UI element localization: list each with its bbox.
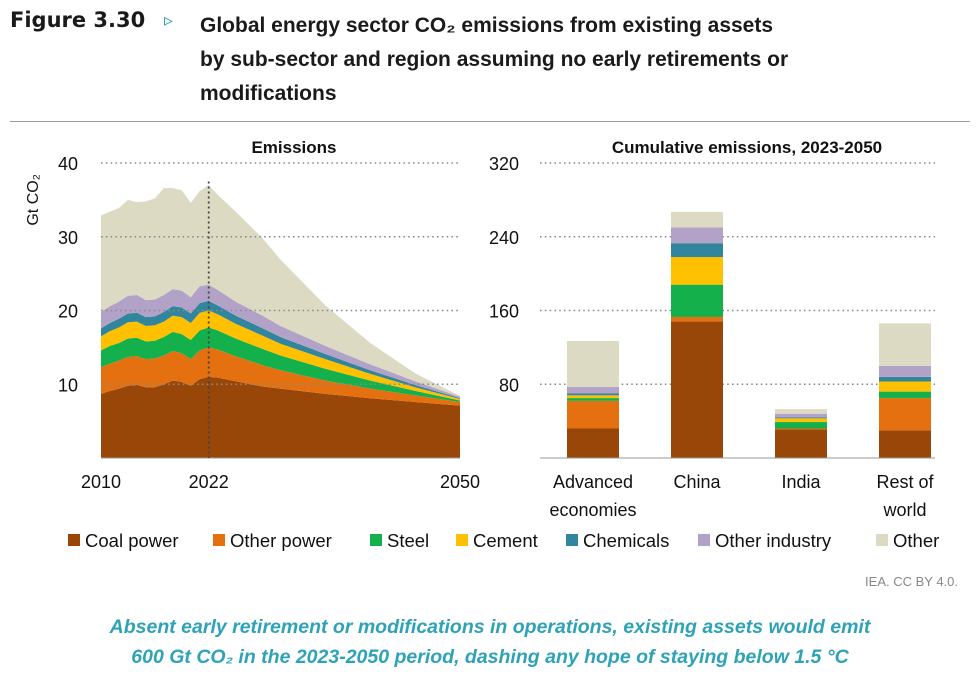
cumulative-y-tick-label: 160 bbox=[489, 302, 519, 322]
area-series-other-industry bbox=[101, 284, 460, 399]
figure-arrow-icon: ▹ bbox=[164, 10, 174, 30]
bar-rest-of-world-cement bbox=[879, 381, 931, 392]
area-series-other bbox=[101, 185, 460, 397]
figure-label: Figure 3.30 bbox=[10, 8, 146, 32]
bar-rest-of-world-coal-power bbox=[879, 430, 931, 458]
bar-india-steel bbox=[775, 422, 827, 429]
bar-advanced-economies-other bbox=[567, 340, 619, 388]
legend-label-cement: Cement bbox=[473, 530, 538, 551]
bar-china-steel bbox=[671, 284, 723, 317]
emissions-y-tick-label: 20 bbox=[58, 302, 78, 322]
area-series-chemicals bbox=[101, 300, 460, 399]
bar-advanced-economies-other-industry bbox=[567, 387, 619, 394]
bar-india-cement bbox=[775, 418, 827, 423]
bar-india-chemicals bbox=[775, 417, 827, 419]
bar-category-label: world bbox=[882, 500, 926, 520]
legend-label-coal-power: Coal power bbox=[85, 530, 179, 551]
bar-advanced-economies-other-power bbox=[567, 400, 619, 429]
bar-china-other-power bbox=[671, 316, 723, 322]
figure-title-line: Global energy sector CO₂ emissions from … bbox=[200, 14, 774, 37]
legend-swatch-other-industry bbox=[698, 534, 710, 546]
bar-india-other-industry bbox=[775, 413, 827, 418]
legend-label-other-power: Other power bbox=[230, 530, 332, 551]
cumulative-y-tick-label: 240 bbox=[489, 228, 519, 248]
cumulative-chart-title: Cumulative emissions, 2023-2050 bbox=[612, 138, 882, 157]
legend-swatch-chemicals bbox=[566, 534, 578, 546]
legend-swatch-other bbox=[876, 534, 888, 546]
bar-rest-of-world-other-power bbox=[879, 398, 931, 431]
bar-china-other bbox=[671, 211, 723, 228]
bar-india-other bbox=[775, 409, 827, 414]
source-note: IEA. CC BY 4.0. bbox=[865, 574, 958, 589]
area-series-cement bbox=[101, 310, 460, 401]
bar-china-other-industry bbox=[671, 227, 723, 244]
legend-swatch-steel bbox=[370, 534, 382, 546]
bar-category-label: China bbox=[673, 472, 721, 492]
bar-rest-of-world-other bbox=[879, 323, 931, 366]
bar-advanced-economies-chemicals bbox=[567, 393, 619, 396]
caption-line: Absent early retirement or modifications… bbox=[109, 616, 871, 638]
bar-category-label: Rest of bbox=[876, 472, 934, 492]
emissions-y-tick-label: 40 bbox=[58, 154, 78, 174]
legend-swatch-cement bbox=[456, 534, 468, 546]
bar-china-cement bbox=[671, 257, 723, 285]
figure-caption: Absent early retirement or modifications… bbox=[0, 612, 980, 672]
caption-line: 600 Gt CO₂ in the 2023-2050 period, dash… bbox=[131, 646, 849, 668]
legend-label-chemicals: Chemicals bbox=[583, 530, 669, 551]
emissions-x-tick-label: 2050 bbox=[440, 472, 480, 492]
emissions-chart-title: Emissions bbox=[251, 138, 336, 157]
bar-rest-of-world-other-industry bbox=[879, 365, 931, 377]
bar-advanced-economies-coal-power bbox=[567, 428, 619, 458]
bar-china-chemicals bbox=[671, 243, 723, 258]
area-series-other-power bbox=[101, 347, 460, 406]
bar-china-coal-power bbox=[671, 321, 723, 458]
legend-label-other-industry: Other industry bbox=[715, 530, 832, 551]
cumulative-y-tick-label: 80 bbox=[499, 375, 519, 395]
figure-title-line: by sub-sector and region assuming no ear… bbox=[200, 48, 789, 71]
bar-rest-of-world-chemicals bbox=[879, 376, 931, 382]
emissions-y-tick-label: 30 bbox=[58, 228, 78, 248]
figure-header: Figure 3.30 ▹ Global energy sector CO₂ e… bbox=[10, 6, 970, 116]
emissions-y-axis-label: Gt CO₂ bbox=[25, 174, 42, 226]
legend-swatch-coal-power bbox=[68, 534, 80, 546]
bar-india-coal-power bbox=[775, 429, 827, 458]
area-series-coal-power bbox=[101, 376, 460, 458]
bar-category-label: Advanced bbox=[553, 472, 633, 492]
bar-category-label: economies bbox=[549, 500, 636, 520]
legend-label-other: Other bbox=[893, 530, 939, 551]
bar-advanced-economies-steel bbox=[567, 398, 619, 401]
legend-swatch-other-power bbox=[213, 534, 225, 546]
emissions-x-tick-label: 2010 bbox=[81, 472, 121, 492]
area-series-steel bbox=[101, 327, 460, 402]
emissions-y-tick-label: 10 bbox=[58, 375, 78, 395]
bar-category-label: India bbox=[781, 472, 821, 492]
bar-advanced-economies-cement bbox=[567, 395, 619, 399]
bar-india-other-power bbox=[775, 428, 827, 430]
bar-rest-of-world-steel bbox=[879, 391, 931, 399]
cumulative-y-tick-label: 320 bbox=[489, 154, 519, 174]
legend-label-steel: Steel bbox=[387, 530, 429, 551]
figure-title: Global energy sector CO₂ emissions from … bbox=[200, 9, 920, 111]
figure-title-line: modifications bbox=[200, 82, 337, 105]
header-divider bbox=[10, 121, 970, 122]
chart-area: Emissions Gt CO₂ 10 20 30 40 2010 2022 2050 Cumul… bbox=[25, 138, 939, 551]
emissions-x-tick-label: 2022 bbox=[189, 472, 229, 492]
